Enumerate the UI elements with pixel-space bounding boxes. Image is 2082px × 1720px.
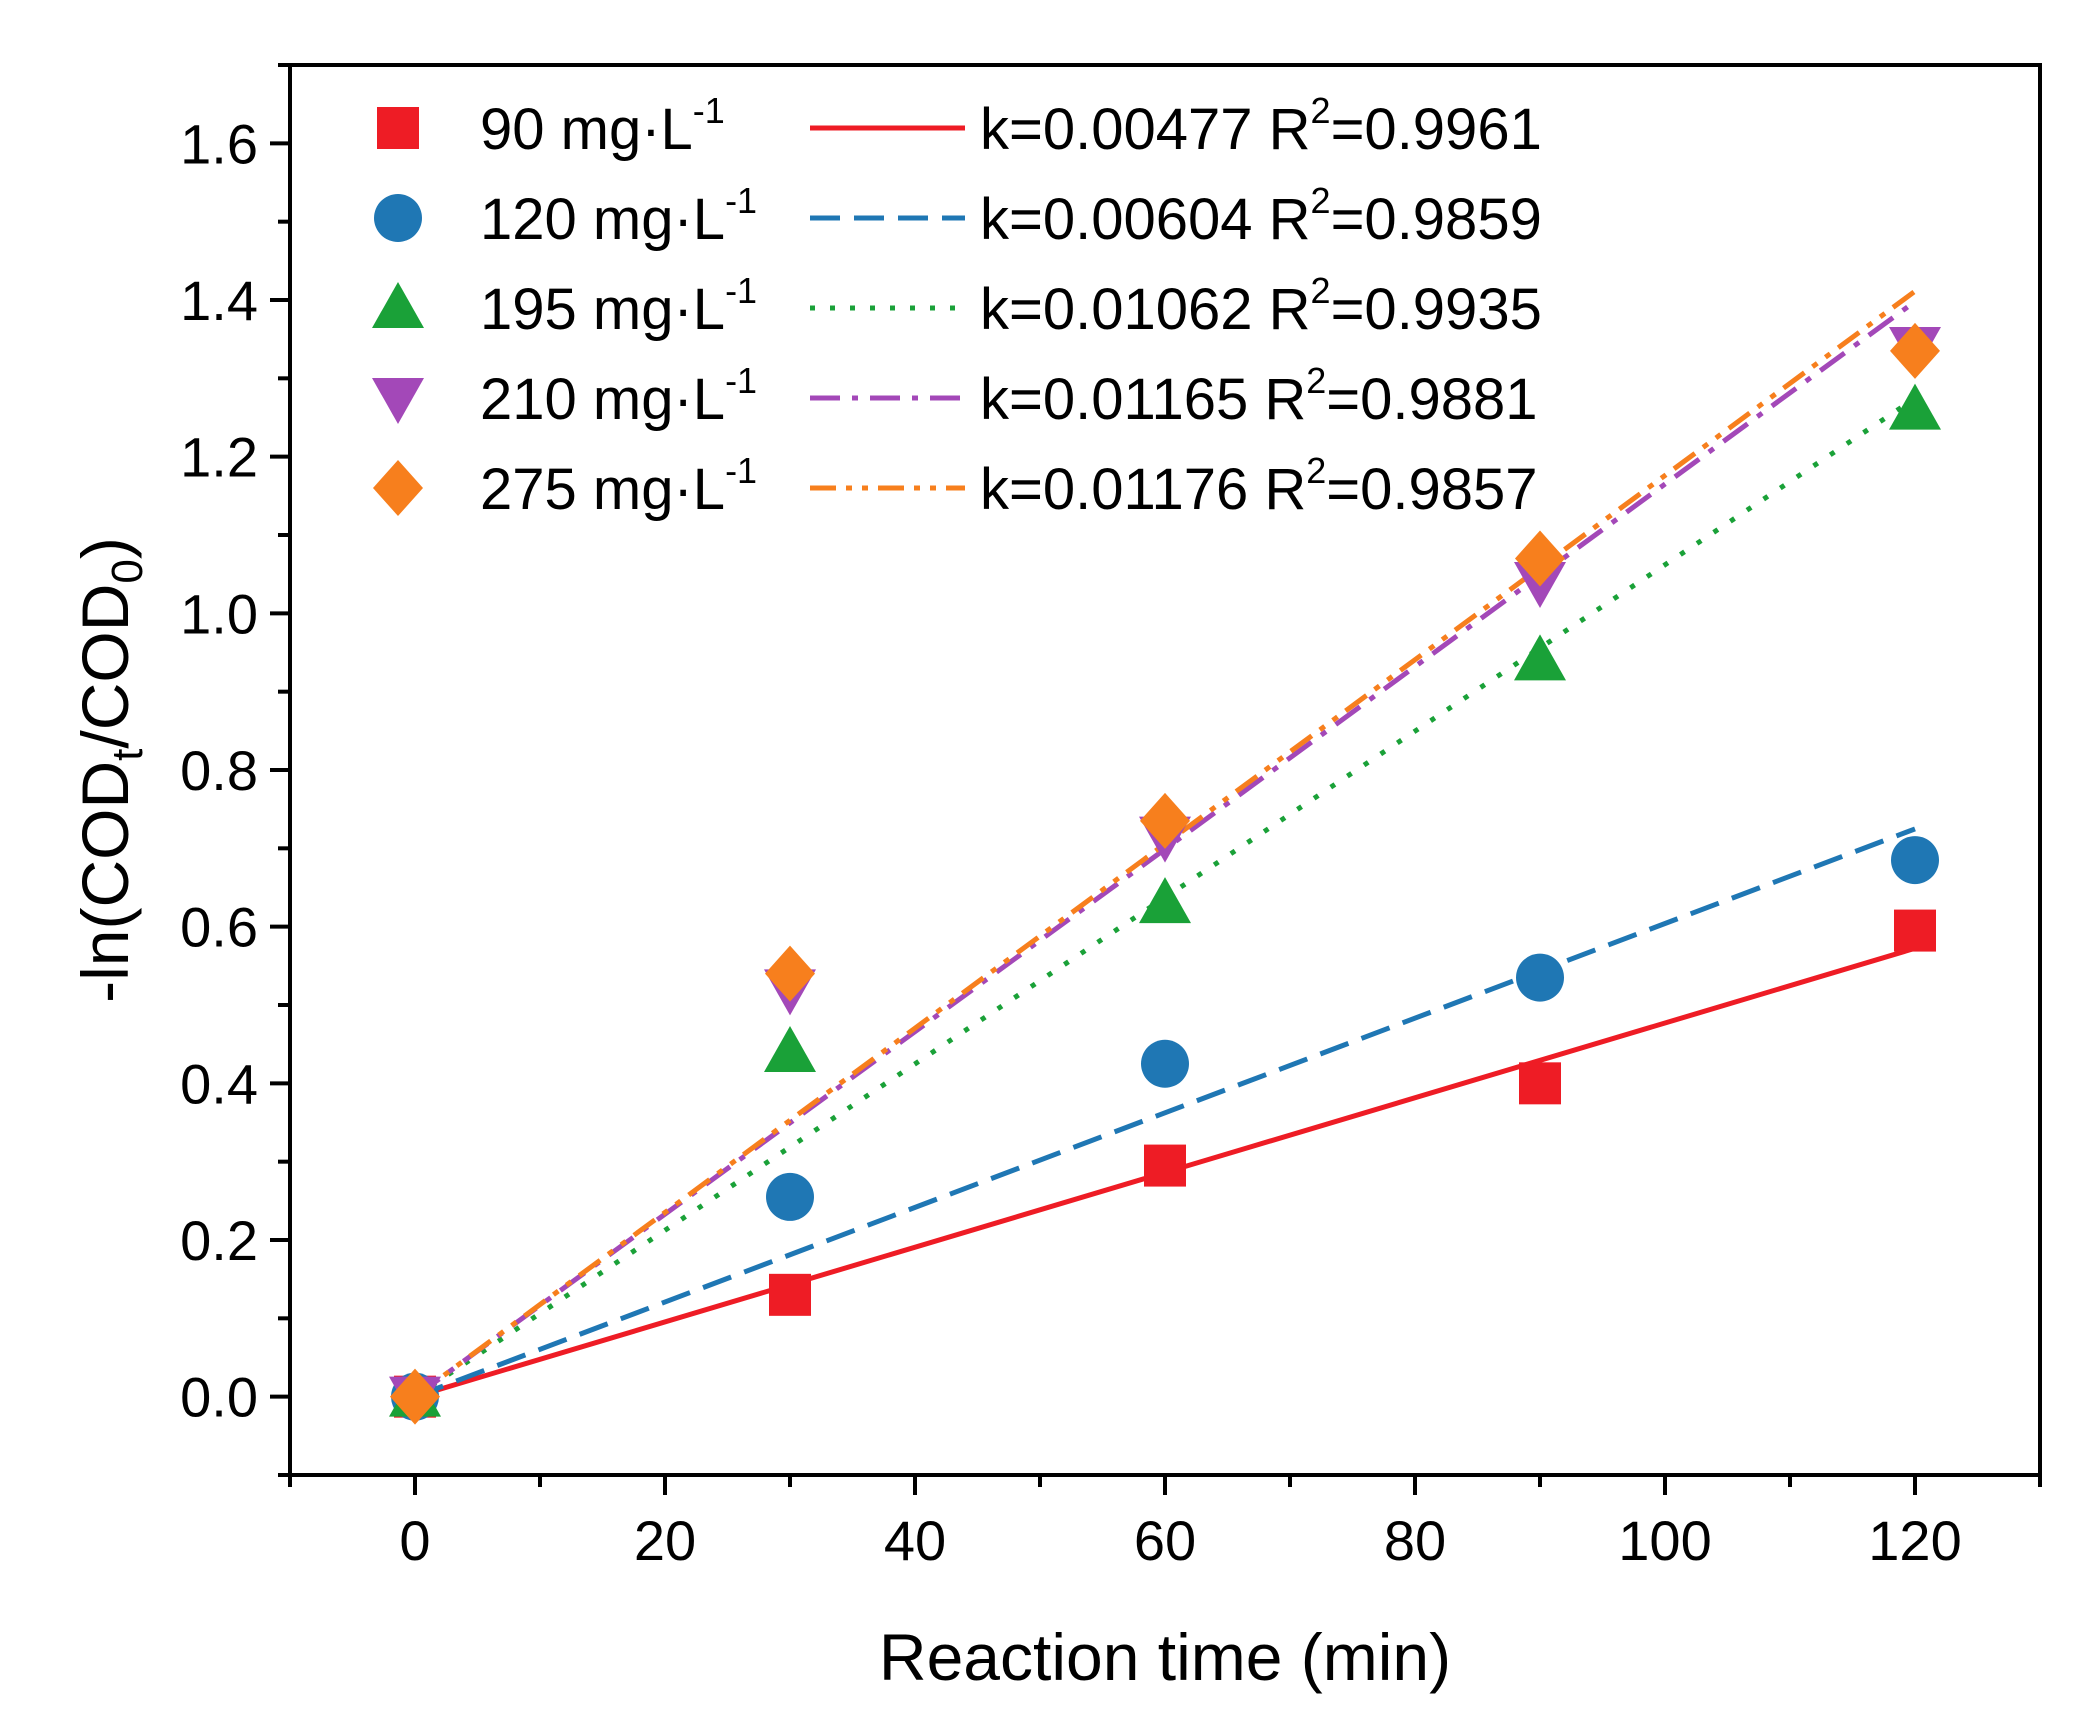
data-point-195-1 <box>764 1026 816 1072</box>
legend-space <box>577 367 593 432</box>
legend-unit-exponent: -1 <box>725 270 757 311</box>
x-axis-title: Reaction time (min) <box>879 1620 1451 1694</box>
data-point-90-4 <box>1894 909 1936 952</box>
legend-unit: mg·L <box>561 97 693 162</box>
data-point-90-3 <box>1519 1062 1561 1105</box>
legend-fit-k-275: k=0.01176 R <box>980 457 1306 522</box>
legend-fit-195: k=0.01062 R2=0.9935 <box>980 270 1542 342</box>
legend-conc-195: 195 <box>480 277 577 342</box>
legend-r2-superscript: 2 <box>1306 360 1326 401</box>
data-point-120-2 <box>1141 1039 1189 1088</box>
legend-fit-k-195: k=0.01062 R <box>980 277 1311 342</box>
x-tick-label: 40 <box>884 1509 946 1572</box>
legend-r2-120: =0.9859 <box>1331 187 1542 252</box>
legend-space <box>577 457 593 522</box>
fit-line-120 <box>414 826 1916 1400</box>
legend-fit-k-120: k=0.00604 R <box>980 187 1311 252</box>
data-point-195-2 <box>1139 877 1191 924</box>
x-tick-label: 0 <box>399 1509 430 1572</box>
fit-line-275 <box>413 289 1917 1399</box>
y-tick-label: 0.2 <box>180 1209 258 1272</box>
legend-marker-210 <box>372 378 424 424</box>
y-axis-title-sub2: 0 <box>103 559 152 583</box>
x-tick-label: 120 <box>1868 1509 1961 1572</box>
legend-marker-195 <box>372 282 424 328</box>
legend-marker-90 <box>377 107 419 149</box>
legend-fit-90: k=0.00477 R2=0.9961 <box>980 90 1542 162</box>
legend-r2-210: =0.9881 <box>1326 367 1537 432</box>
y-axis-title: -ln(CODt/COD0) <box>68 537 152 1003</box>
legend-unit: mg·L <box>593 187 725 252</box>
legend-label-210: 210 mg·L-1 <box>480 360 757 432</box>
legend-unit-exponent: -1 <box>693 90 725 131</box>
y-tick-label: 1.2 <box>180 426 258 489</box>
x-tick-label: 80 <box>1384 1509 1446 1572</box>
legend-r2-superscript: 2 <box>1306 450 1326 491</box>
data-point-120-3 <box>1516 953 1564 1002</box>
legend-label-195: 195 mg·L-1 <box>480 270 757 342</box>
legend-unit-exponent: -1 <box>725 180 757 221</box>
legend-conc-210: 210 <box>480 367 577 432</box>
data-point-195-3 <box>1514 634 1566 681</box>
legend-fit-k-210: k=0.01165 R <box>980 367 1306 432</box>
data-point-275-3 <box>1515 530 1565 587</box>
legend-fit-275: k=0.01176 R2=0.9857 <box>980 450 1538 522</box>
legend-marker-120 <box>374 194 422 242</box>
y-tick-label: 1.4 <box>180 269 258 332</box>
data-point-275-1 <box>765 945 815 1002</box>
legend-space <box>577 277 593 342</box>
legend-r2-90: =0.9961 <box>1331 97 1542 162</box>
y-axis-title-sub1: t <box>103 749 152 761</box>
legend-unit-exponent: -1 <box>725 360 757 401</box>
y-axis-title-prefix: -ln(COD <box>68 761 142 1003</box>
y-tick-label: 0.8 <box>180 739 258 802</box>
legend-fit-210: k=0.01165 R2=0.9881 <box>980 360 1538 432</box>
y-axis-title-suffix: ) <box>68 537 142 559</box>
legend-conc-275: 275 <box>480 457 577 522</box>
x-tick-label: 100 <box>1618 1509 1711 1572</box>
y-tick-label: 1.6 <box>180 112 258 175</box>
data-point-120-4 <box>1891 836 1939 885</box>
data-point-120-1 <box>766 1172 814 1221</box>
data-point-275-4 <box>1890 322 1940 379</box>
data-markers <box>389 322 1941 1425</box>
y-tick-label: 0.0 <box>180 1366 258 1429</box>
legend-r2-195: =0.9935 <box>1331 277 1542 342</box>
legend-space <box>577 187 593 252</box>
y-tick-label: 0.6 <box>180 896 258 959</box>
x-tick-label: 20 <box>634 1509 696 1572</box>
legend-conc-90: 90 <box>480 97 545 162</box>
legend-label-275: 275 mg·L-1 <box>480 450 757 522</box>
legend-r2-superscript: 2 <box>1311 180 1331 221</box>
y-axis-title-middle: /COD <box>68 584 142 749</box>
legend-r2-superscript: 2 <box>1311 90 1331 131</box>
legend-unit: mg·L <box>593 367 725 432</box>
legend-space <box>545 97 561 162</box>
y-tick-label: 0.4 <box>180 1052 258 1115</box>
legend-r2-superscript: 2 <box>1311 270 1331 311</box>
legend-marker-275 <box>373 460 423 516</box>
legend-unit: mg·L <box>593 457 725 522</box>
legend-unit-exponent: -1 <box>725 450 757 491</box>
legend-fit-k-90: k=0.00477 R <box>980 97 1311 162</box>
x-tick-label: 60 <box>1134 1509 1196 1572</box>
axis-ticks: 0 20 40 60 80 100 120 0.0 0.2 0.4 0.6 0.8 1.0 1.2 1.4 1… <box>180 63 2042 1572</box>
legend-fit-120: k=0.00604 R2=0.9859 <box>980 180 1542 252</box>
legend-conc-120: 120 <box>480 187 577 252</box>
data-point-275-0 <box>390 1368 440 1425</box>
legend-unit: mg·L <box>593 277 725 342</box>
data-point-275-2 <box>1140 792 1190 849</box>
legend-label-90: 90 mg·L-1 <box>480 90 725 162</box>
legend-r2-275: =0.9857 <box>1326 457 1537 522</box>
legend-label-120: 120 mg·L-1 <box>480 180 757 252</box>
data-point-195-4 <box>1889 383 1941 430</box>
data-point-90-2 <box>1144 1144 1186 1187</box>
y-tick-label: 1.0 <box>180 582 258 645</box>
data-point-90-1 <box>769 1273 811 1316</box>
